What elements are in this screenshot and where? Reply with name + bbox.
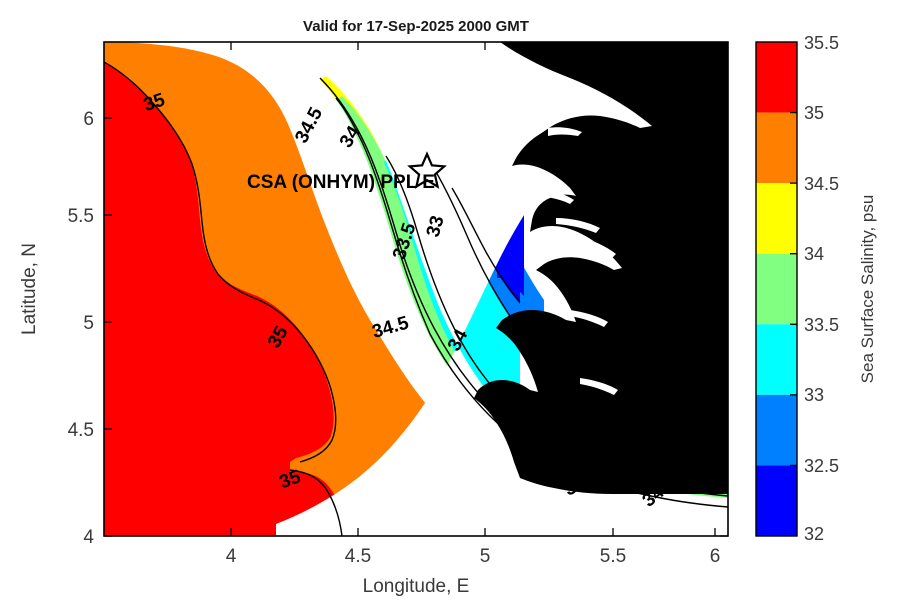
contour-line-34 (335, 97, 728, 508)
plot-frame (103, 41, 729, 537)
x-axis: 4 4.5 5 5.5 6 Longitude, E (226, 42, 721, 597)
y-tick-label: 5.5 (68, 206, 94, 227)
star-marker[interactable] (407, 151, 447, 189)
estuary-channel-1 (548, 127, 582, 136)
contour-line-32_5 (451, 187, 521, 303)
x-tick-label: 6 (710, 546, 721, 567)
colorbar[interactable]: 35.5 35 34.5 34 33.5 33 32.5 32 Sea Surf… (755, 33, 877, 544)
colorbar-swatch-33-33.5[interactable] (756, 324, 797, 395)
colorbar-tick-label: 33 (804, 385, 824, 405)
colorbar-swatch-34-34.5[interactable] (756, 183, 797, 254)
colorbar-tick-label: 32 (804, 524, 824, 544)
contour-line-35-lower (289, 469, 343, 536)
estuary-channel-6 (580, 378, 618, 395)
contour-line-33_5 (385, 155, 728, 487)
colorbar-tick-label: 33.5 (804, 315, 839, 335)
x-tick-label: 4 (226, 546, 237, 567)
estuary-channel-5 (570, 310, 608, 327)
colorbar-tick-label: 35.5 (804, 33, 839, 53)
x-tick-label: 5.5 (600, 546, 626, 567)
band-35-35_5 (104, 62, 346, 536)
colorbar-frame (755, 41, 798, 537)
contour-lines (104, 61, 728, 536)
colorbar-swatch-34.5-35[interactable] (756, 112, 797, 184)
colorbar-swatch-32.5-33[interactable] (756, 394, 797, 466)
colorbar-label: Sea Surface Salinity, psu (858, 195, 877, 384)
x-axis-label: Longitude, E (363, 576, 470, 597)
estuary-channel-2 (530, 189, 574, 204)
estuary-channel-3 (556, 218, 600, 233)
x-tick-label: 5 (480, 546, 491, 567)
colorbar-tick-label: 35 (804, 103, 824, 123)
map-plot-area (103, 41, 729, 537)
landmass (474, 42, 728, 494)
y-tick-label: 4 (83, 527, 94, 548)
colorbar-tick-label: 32.5 (804, 456, 839, 476)
colorbar-swatch-32-32.5[interactable] (756, 465, 797, 536)
site-label: CSA (ONHYM) PPL E (247, 172, 435, 193)
contour-line-32_5-right (619, 477, 728, 491)
colorbar-swatch-33.5-34[interactable] (756, 253, 797, 325)
contour-line-33 (429, 161, 551, 365)
colorbar-tick-label: 34.5 (804, 174, 839, 194)
y-axis-label: Latitude, N (19, 243, 40, 335)
y-tick-label: 6 (83, 109, 94, 130)
estuary-channel-4 (578, 236, 616, 258)
plot-title: Valid for 17-Sep-2025 2000 GMT (303, 18, 529, 35)
colorbar-swatch-35-35.5[interactable] (756, 42, 797, 113)
y-tick-label: 4.5 (68, 420, 94, 441)
colorbar-tick-label: 34 (804, 244, 824, 264)
nearshore-gap (276, 42, 728, 536)
x-tick-label: 4.5 (345, 546, 371, 567)
site-annotation-group: CSA (ONHYM) PPL E (247, 151, 447, 193)
contour-line-35-upper (104, 61, 337, 463)
contour-line-34_5 (319, 77, 728, 497)
y-axis: 4 4.5 5 5.5 6 Latitude, N (19, 109, 728, 548)
y-tick-label: 5 (83, 313, 94, 334)
